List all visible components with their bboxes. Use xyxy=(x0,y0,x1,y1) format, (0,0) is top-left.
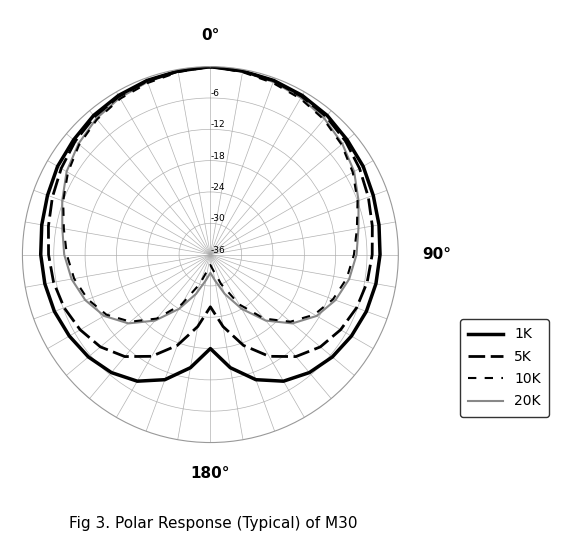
Legend: 1K, 5K, 10K, 20K: 1K, 5K, 10K, 20K xyxy=(460,319,549,417)
Text: 90°: 90° xyxy=(422,247,451,262)
Text: 180°: 180° xyxy=(191,466,230,481)
Text: 0°: 0° xyxy=(201,28,219,43)
Text: Fig 3. Polar Response (Typical) of M30: Fig 3. Polar Response (Typical) of M30 xyxy=(69,516,357,531)
